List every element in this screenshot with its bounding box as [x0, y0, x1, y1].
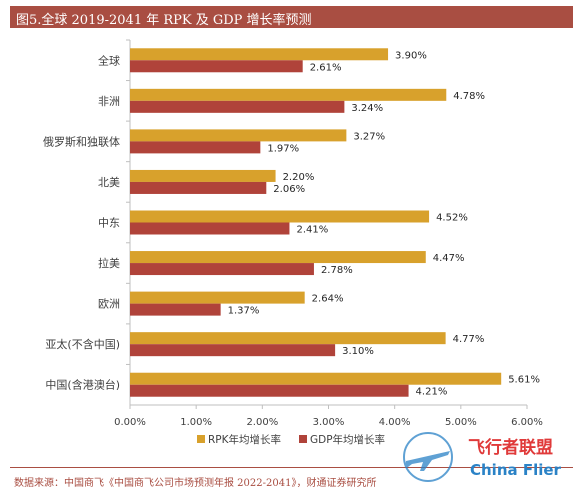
category-label: 拉美: [98, 256, 120, 270]
x-tick-label: 0.00%: [114, 417, 146, 428]
source-divider: [10, 467, 573, 468]
watermark-logo: 飞行者联盟 China Flier: [403, 432, 562, 482]
category-label: 中国(含港澳台): [45, 378, 120, 392]
rpk-bar: [130, 291, 305, 304]
rpk-data-label: 3.90%: [395, 50, 427, 61]
rpk-bar: [130, 372, 502, 385]
gdp-data-label: 2.41%: [296, 225, 328, 236]
x-tick-label: 3.00%: [313, 417, 345, 428]
gdp-data-label: 2.06%: [273, 184, 305, 195]
chart-title: 图5.全球 2019-2041 年 RPK 及 GDP 增长率预测: [16, 13, 312, 28]
rpk-data-label: 3.27%: [353, 131, 385, 142]
legend-rpk-swatch: [197, 435, 205, 443]
gdp-data-label: 1.37%: [228, 306, 260, 317]
watermark-cn: 飞行者联盟: [468, 437, 553, 458]
category-label: 俄罗斯和独联体: [43, 134, 120, 148]
gdp-data-label: 3.24%: [351, 103, 383, 114]
category-label: 亚太(不含中国): [45, 337, 120, 351]
gdp-bar: [130, 384, 409, 397]
rpk-data-label: 2.64%: [312, 294, 344, 305]
gdp-bar: [130, 263, 314, 276]
rpk-data-label: 4.47%: [433, 253, 465, 264]
legend-gdp-swatch: [299, 435, 307, 443]
rpk-data-label: 5.61%: [508, 375, 540, 386]
gdp-bar: [130, 141, 261, 154]
gdp-bar: [130, 303, 221, 316]
x-tick-label: 6.00%: [511, 417, 543, 428]
source-note: 数据来源：中国商飞《中国商飞公司市场预测年报 2022-2041》，财通证券研究…: [14, 478, 377, 489]
airplane-icon: [403, 432, 453, 482]
gdp-bar: [130, 344, 336, 357]
watermark-en: China Flier: [470, 461, 562, 479]
rpk-data-label: 2.20%: [283, 172, 315, 183]
rpk-bar: [130, 210, 430, 223]
gdp-data-label: 1.97%: [267, 143, 299, 154]
gdp-data-label: 3.10%: [342, 346, 374, 357]
category-label: 非洲: [98, 95, 120, 108]
rpk-data-label: 4.52%: [436, 213, 468, 224]
x-tick-label: 4.00%: [379, 417, 411, 428]
gdp-bar: [130, 100, 345, 113]
x-tick-label: 1.00%: [180, 417, 212, 428]
category-label: 中东: [98, 217, 120, 230]
gdp-bar: [130, 60, 303, 73]
rpk-bar: [130, 88, 447, 101]
rpk-bar: [130, 169, 276, 182]
rpk-bar: [130, 332, 446, 345]
rpk-data-label: 4.77%: [453, 334, 485, 345]
rpk-bar: [130, 251, 426, 264]
x-tick-label: 2.00%: [246, 417, 278, 428]
category-label: 全球: [98, 53, 120, 67]
category-label: 欧洲: [98, 298, 120, 311]
chart-title-bar: 图5.全球 2019-2041 年 RPK 及 GDP 增长率预测: [10, 6, 573, 28]
gdp-bar: [130, 222, 290, 235]
gdp-data-label: 4.21%: [416, 387, 448, 398]
category-label: 北美: [98, 176, 120, 189]
rpk-bar: [130, 129, 347, 142]
rpk-bar: [130, 48, 389, 61]
rpk-data-label: 4.78%: [453, 91, 485, 102]
legend-gdp-label: GDP年均增长率: [310, 433, 385, 446]
legend-rpk-label: RPK年均增长率: [208, 433, 281, 446]
x-tick-label: 5.00%: [445, 417, 477, 428]
gdp-data-label: 2.78%: [321, 265, 353, 276]
gdp-bar: [130, 181, 267, 194]
gdp-data-label: 2.61%: [310, 62, 342, 73]
